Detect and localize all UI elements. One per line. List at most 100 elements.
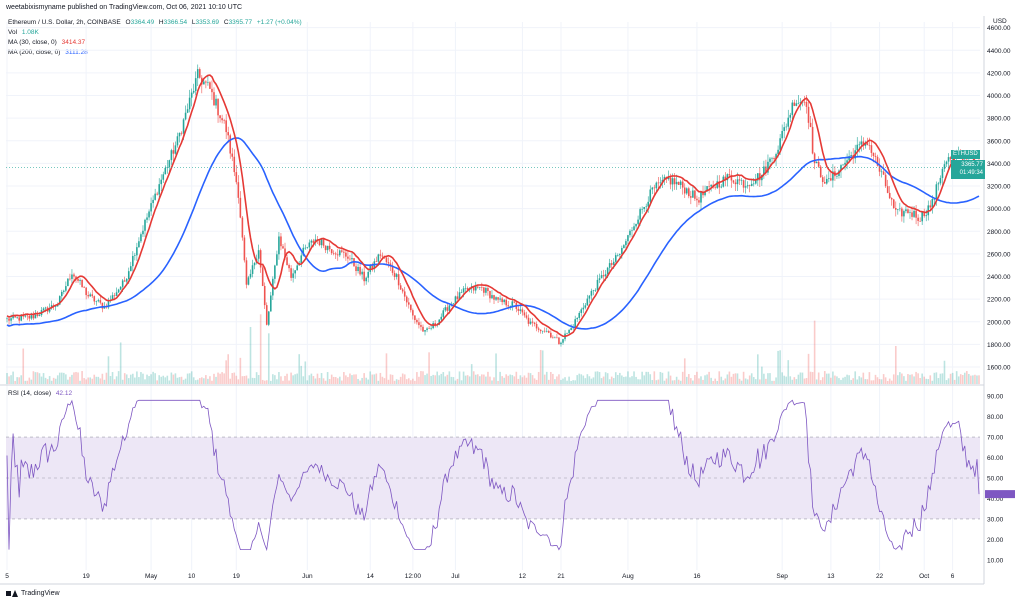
candle-body (107, 300, 110, 308)
candle-body (637, 219, 639, 224)
volume-bar (588, 376, 591, 384)
volume-bar (223, 373, 225, 384)
candle-body (231, 153, 234, 157)
candle-body (237, 182, 240, 198)
candle-body (767, 161, 769, 173)
volume-bar (907, 374, 909, 384)
candle-body (164, 167, 167, 175)
volume-bar (681, 371, 684, 384)
candle-body (428, 328, 430, 330)
volume-bar (905, 380, 907, 384)
volume-bar (629, 377, 631, 384)
volume-bar (30, 379, 33, 384)
volume-bar (44, 377, 47, 384)
volume-bar (645, 371, 648, 384)
volume-bar (978, 375, 980, 384)
candle-body (134, 255, 136, 256)
candle-body (592, 290, 595, 291)
candle-body (452, 303, 455, 305)
candle-body (679, 181, 682, 185)
candle-body (146, 217, 148, 220)
time-tick-label: 16 (693, 573, 701, 580)
volume-bar (338, 376, 341, 384)
volume-bar (655, 380, 658, 384)
volume-bar (941, 373, 944, 384)
high-value: 3366.54 (163, 19, 188, 26)
volume-bar (38, 373, 41, 384)
volume-bar (685, 376, 688, 384)
volume-bar (434, 375, 436, 384)
time-tick-label: 10 (188, 573, 196, 580)
volume-bar (371, 374, 374, 384)
candle-body (125, 278, 128, 282)
candle-body (870, 145, 873, 153)
candle-body (213, 92, 215, 106)
candle-body (42, 308, 45, 311)
candle-body (888, 192, 891, 199)
volume-bar (937, 378, 940, 384)
volume-bar (606, 373, 609, 384)
tradingview-logo[interactable]: TradingView (6, 590, 60, 597)
volume-bar (667, 371, 670, 384)
volume-bar (328, 379, 331, 384)
candle-body (657, 182, 660, 184)
volume-bar (119, 342, 122, 384)
volume-bar (448, 371, 451, 384)
price-tick-label: 4200.00 (987, 70, 1011, 77)
volume-bar (840, 379, 842, 384)
candle-body (239, 197, 242, 218)
volume-bar (886, 380, 889, 384)
candle-body (659, 182, 662, 184)
volume-bar (584, 378, 587, 384)
volume-bar (594, 371, 597, 384)
volume-bar (470, 364, 473, 384)
candle-body (24, 315, 27, 317)
candle-body (554, 337, 556, 339)
candle-body (32, 315, 35, 319)
volume-bar (383, 378, 386, 384)
volume-bar (897, 375, 899, 384)
volume-bar (318, 377, 321, 384)
volume-bar (694, 375, 696, 384)
volume-bar (612, 378, 615, 384)
candle-body (257, 250, 260, 259)
volume-bar (432, 374, 434, 384)
tradingview-icon (6, 590, 18, 597)
volume-bar (787, 360, 790, 384)
candle-body (30, 315, 33, 319)
candle-body (588, 295, 591, 299)
volume-bar (730, 376, 733, 384)
candle-body (880, 171, 883, 173)
volume-bar (748, 375, 751, 384)
candle-body (629, 230, 631, 236)
volume-bar (582, 375, 585, 384)
volume-bar (817, 372, 820, 384)
volume-bar (566, 380, 568, 384)
volume-bar (899, 372, 901, 384)
volume-bar (410, 380, 412, 384)
volume-bar (326, 372, 329, 384)
volume-bar (288, 380, 290, 384)
candle-body (858, 144, 861, 146)
candle-body (174, 145, 177, 154)
candle-body (444, 307, 447, 311)
candle-body (905, 209, 907, 212)
volume-bar (625, 376, 627, 384)
candle-body (361, 271, 363, 275)
volume-bar (219, 373, 221, 384)
volume-bar (263, 380, 266, 384)
candle-body (481, 287, 483, 288)
volume-bar (349, 373, 351, 384)
candle-body (949, 157, 952, 160)
volume-bar (324, 380, 327, 384)
candle-body (203, 81, 205, 85)
volume-bar (740, 380, 743, 384)
candle-body (890, 198, 893, 200)
candle-body (527, 317, 530, 324)
candle-body (138, 241, 140, 248)
volume-bar (61, 372, 63, 384)
volume-bar (507, 375, 510, 384)
candle-body (225, 120, 227, 133)
candle-body (99, 300, 102, 303)
